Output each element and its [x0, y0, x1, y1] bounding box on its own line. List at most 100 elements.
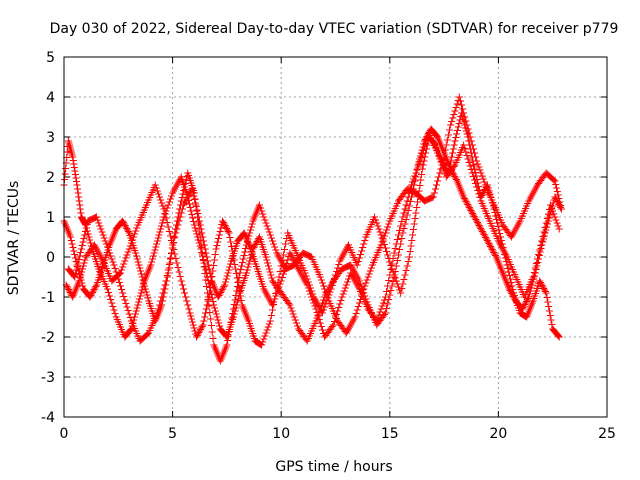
data-point	[157, 222, 165, 230]
data-point	[135, 261, 143, 269]
data-point	[554, 191, 562, 199]
data-point	[484, 181, 492, 189]
x-axis-label: GPS time / hours	[275, 459, 392, 475]
data-point	[472, 180, 480, 187]
data-point	[384, 282, 392, 290]
data-point	[70, 164, 78, 171]
data-point	[217, 287, 225, 295]
data-point	[358, 247, 366, 255]
data-point	[196, 242, 204, 250]
data-point	[321, 285, 329, 293]
plot-frame	[63, 56, 608, 418]
data-point	[157, 297, 165, 305]
data-point	[293, 322, 301, 330]
data-point	[303, 281, 311, 289]
data-point	[173, 259, 181, 267]
data-point	[186, 309, 194, 317]
data-point	[522, 298, 530, 305]
data-point	[170, 246, 178, 253]
data-point	[537, 280, 545, 288]
data-point	[185, 200, 193, 208]
data-point	[552, 216, 560, 224]
data-point	[478, 172, 486, 180]
data-point	[223, 341, 231, 349]
data-point	[394, 283, 402, 291]
data-point	[547, 201, 555, 209]
data-point	[210, 256, 218, 264]
data-point	[223, 272, 231, 280]
data-point	[553, 184, 561, 192]
data-point	[455, 120, 463, 127]
data-point	[469, 157, 477, 165]
data-point	[190, 324, 198, 332]
data-point	[147, 261, 155, 269]
data-point	[229, 310, 237, 317]
y-tick-label: -2	[41, 330, 55, 346]
data-point	[487, 244, 495, 252]
x-tick-label: 15	[381, 426, 399, 442]
data-point	[79, 282, 87, 290]
data-point	[541, 288, 549, 295]
data-point	[532, 260, 540, 267]
data-point	[489, 247, 497, 255]
data-point	[195, 213, 203, 221]
data-point	[266, 231, 274, 239]
data-point	[554, 332, 562, 340]
data-point	[166, 195, 174, 203]
data-point	[390, 249, 398, 257]
data-point	[279, 251, 287, 259]
data-point	[192, 333, 200, 341]
y-tick-label: -4	[41, 410, 55, 426]
data-point	[506, 275, 514, 283]
data-point	[121, 222, 129, 229]
data-point	[182, 293, 190, 301]
data-point	[204, 261, 212, 269]
data-point	[166, 255, 174, 263]
data-point	[545, 307, 553, 315]
data-point	[334, 264, 342, 272]
data-point	[379, 237, 387, 245]
data-point	[229, 305, 237, 313]
data-point	[318, 279, 326, 287]
data-point	[262, 219, 270, 227]
data-point	[430, 189, 438, 197]
data-point	[140, 279, 148, 287]
data-point	[521, 301, 529, 308]
data-point	[205, 293, 213, 301]
data-point	[187, 312, 195, 320]
data-point	[244, 263, 252, 271]
chart-title: Day 030 of 2022, Sidereal Day-to-day VTE…	[50, 21, 619, 37]
data-point	[557, 205, 565, 213]
data-point	[487, 243, 495, 250]
data-point	[341, 284, 349, 292]
data-point	[553, 219, 561, 227]
data-point	[192, 203, 200, 210]
y-tick-label: 3	[46, 130, 55, 146]
data-point	[200, 317, 208, 325]
data-point	[108, 299, 116, 307]
data-point	[269, 237, 277, 245]
data-point	[491, 209, 499, 216]
data-point	[473, 219, 481, 226]
data-point	[354, 258, 362, 265]
data-point	[173, 225, 181, 233]
data-point	[494, 223, 502, 230]
data-point	[224, 228, 232, 235]
data-point	[453, 130, 461, 138]
data-point	[460, 195, 468, 202]
data-point	[396, 227, 404, 234]
data-point	[271, 243, 279, 251]
data-point	[387, 287, 395, 294]
data-point	[418, 165, 426, 173]
data-point	[308, 293, 316, 301]
data-point	[264, 259, 272, 267]
data-point	[123, 303, 131, 311]
data-point	[90, 286, 98, 293]
data-point	[443, 136, 451, 144]
data-point	[371, 213, 379, 221]
data-point	[240, 252, 248, 259]
data-point	[403, 262, 411, 270]
data-point	[473, 217, 481, 225]
grid-lines	[64, 57, 607, 417]
data-point	[72, 178, 80, 185]
